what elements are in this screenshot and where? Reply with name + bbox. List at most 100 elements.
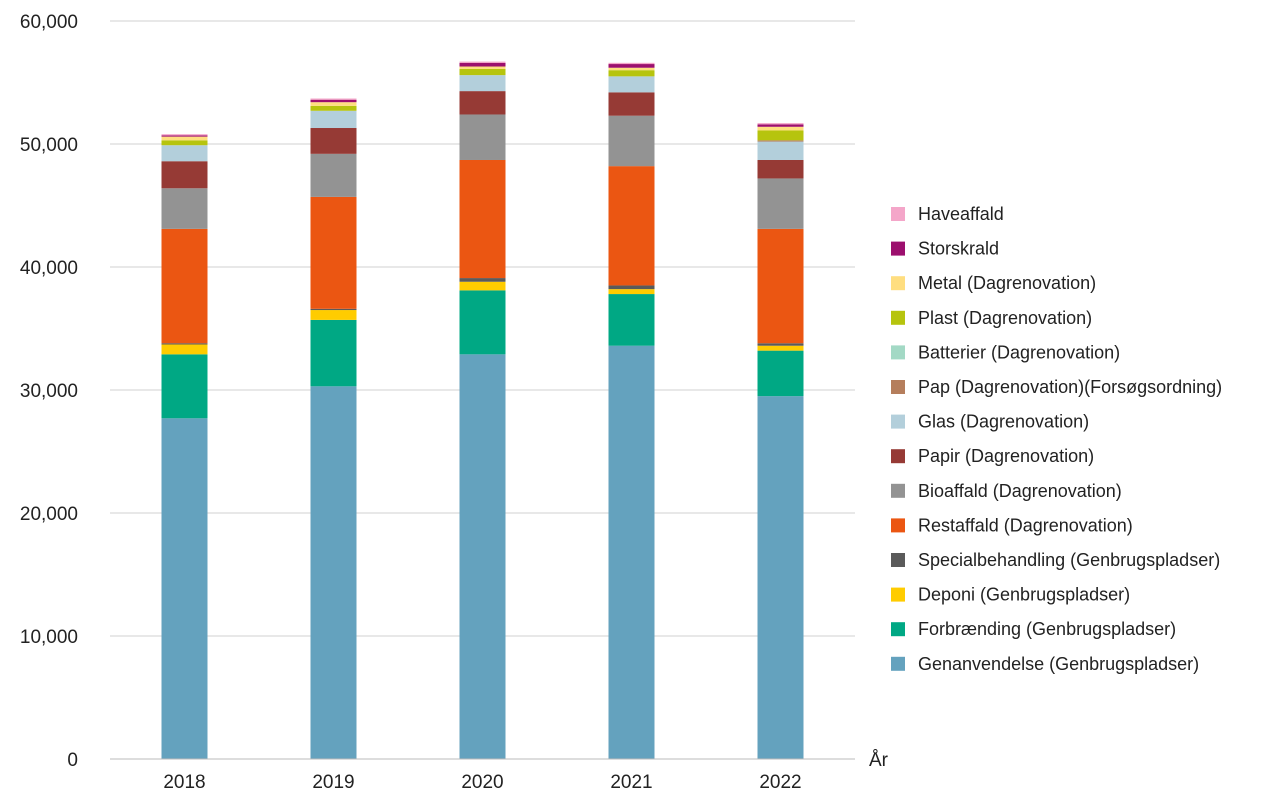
bar-segment <box>608 285 655 290</box>
bar-segment <box>459 278 506 282</box>
legend-item: Papir (Dagrenovation) <box>891 446 1094 466</box>
bar-segment <box>459 354 506 759</box>
legend-item: Genanvendelse (Genbrugspladser) <box>891 654 1199 674</box>
legend-item: Batterier (Dagrenovation) <box>891 342 1120 362</box>
bar-segment <box>161 145 208 162</box>
legend: Haveaffald Storskrald Metal (Dagrenovation… <box>891 204 1222 674</box>
x-tick-label: 2022 <box>759 772 801 789</box>
bars <box>161 61 804 759</box>
y-tick-label: 50,000 <box>20 135 78 156</box>
legend-swatch <box>891 587 905 602</box>
legend-label: Glas (Dagrenovation) <box>918 412 1089 432</box>
bar-segment <box>757 159 804 179</box>
y-tick-label: 0 <box>67 750 78 771</box>
bar-segment <box>459 91 506 115</box>
legend-label: Pap (Dagrenovation)(Forsøgsordning) <box>918 377 1222 397</box>
legend-swatch <box>891 483 905 498</box>
legend-item: Deponi (Genbrugspladser) <box>891 585 1130 605</box>
bar-segment <box>459 62 506 67</box>
bar-segment <box>310 308 357 311</box>
bar-segment <box>608 115 655 167</box>
bar-segment <box>459 75 506 92</box>
legend-swatch <box>891 207 905 221</box>
bar-segment <box>459 61 506 63</box>
bar-segment <box>459 159 506 279</box>
legend-swatch <box>891 622 905 637</box>
bar-segment <box>161 188 208 229</box>
bar-segment <box>757 130 804 141</box>
bar-segment <box>608 64 655 68</box>
bar-segment <box>310 98 357 100</box>
bar-segment <box>161 344 208 355</box>
bar-segment <box>459 66 506 69</box>
bar-segment <box>757 345 804 351</box>
bar-segment <box>757 123 804 125</box>
bar-segment <box>161 134 208 136</box>
x-axis-label: År <box>869 750 889 771</box>
y-tick-label: 60,000 <box>20 12 78 33</box>
legend-label: Genanvendelse (Genbrugspladser) <box>918 654 1199 674</box>
legend-label: Storskrald <box>918 239 999 259</box>
bar-segment <box>608 294 655 346</box>
bar-segment <box>757 228 804 344</box>
legend-label: Restaffald (Dagrenovation) <box>918 515 1133 535</box>
y-tick-label: 10,000 <box>20 627 78 648</box>
bar-segment <box>757 350 804 397</box>
legend-item: Specialbehandling (Genbrugspladser) <box>891 550 1220 570</box>
bar-segment <box>310 102 357 106</box>
bar-segment <box>459 290 506 355</box>
bar-segment <box>161 161 208 189</box>
bar-segment <box>161 343 208 345</box>
legend-item: Haveaffald <box>891 204 1004 224</box>
bar-segment <box>608 76 655 93</box>
bar-segment <box>757 178 804 229</box>
x-tick-label: 2019 <box>312 772 354 789</box>
legend-label: Forbrænding (Genbrugspladser) <box>918 619 1176 639</box>
legend-label: Specialbehandling (Genbrugspladser) <box>918 550 1220 570</box>
legend-label: Haveaffald <box>918 204 1004 224</box>
bar-segment <box>608 345 655 759</box>
bar-segment <box>757 343 804 346</box>
bar-segment <box>608 70 655 77</box>
bar-segment <box>310 99 357 103</box>
bar-segment <box>310 105 357 111</box>
y-tick-label: 30,000 <box>20 381 78 402</box>
bar-segment <box>161 418 208 759</box>
legend-swatch <box>891 276 905 291</box>
legend-item: Plast (Dagrenovation) <box>891 308 1092 328</box>
bar-segment <box>608 166 655 286</box>
legend-label: Batterier (Dagrenovation) <box>918 342 1120 362</box>
x-tick-label: 2020 <box>461 772 503 789</box>
legend-label: Metal (Dagrenovation) <box>918 273 1096 293</box>
bar-segment <box>310 319 357 387</box>
bar-segment <box>310 110 357 129</box>
legend-item: Restaffald (Dagrenovation) <box>891 515 1133 535</box>
legend-item: Glas (Dagrenovation) <box>891 412 1089 432</box>
bar-segment <box>757 126 804 131</box>
bar-segment <box>459 281 506 291</box>
legend-swatch <box>891 310 905 325</box>
bar-segment <box>757 124 804 127</box>
legend-item: Metal (Dagrenovation) <box>891 273 1096 293</box>
bar-segment <box>310 310 357 320</box>
legend-swatch <box>891 553 905 567</box>
y-tick-label: 20,000 <box>20 504 78 525</box>
bar-segment <box>161 354 208 419</box>
x-tick-label: 2018 <box>163 772 205 789</box>
bar-segment <box>608 92 655 116</box>
bar-segment <box>459 114 506 160</box>
x-tick-labels: 2018 2019 2020 2021 2022 <box>163 772 801 789</box>
legend-label: Plast (Dagrenovation) <box>918 308 1092 328</box>
bar-segment <box>310 153 357 197</box>
legend-item: Storskrald <box>891 239 999 259</box>
legend-swatch <box>891 241 905 256</box>
bar-segment <box>459 68 506 76</box>
bar-segment <box>608 62 655 65</box>
legend-swatch <box>891 414 905 429</box>
legend-label: Papir (Dagrenovation) <box>918 446 1094 466</box>
legend-swatch <box>891 518 905 533</box>
x-tick-label: 2021 <box>610 772 652 789</box>
bar-segment <box>161 136 208 141</box>
legend-label: Deponi (Genbrugspladser) <box>918 585 1130 605</box>
